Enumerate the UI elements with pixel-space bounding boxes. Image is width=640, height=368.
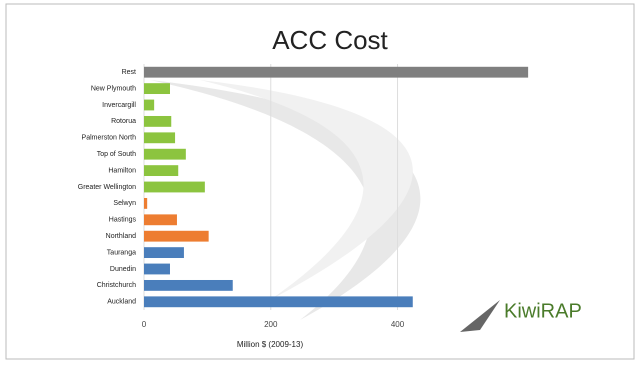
y-tick-label: Dunedin bbox=[110, 266, 136, 273]
y-tick-label: Rotorua bbox=[111, 118, 136, 125]
y-tick-label: Northland bbox=[106, 233, 136, 240]
bar bbox=[144, 279, 233, 291]
y-tick-label: Invercargill bbox=[102, 102, 136, 109]
bar bbox=[144, 230, 209, 242]
bar bbox=[144, 247, 184, 259]
y-tick-label: Auckland bbox=[107, 299, 136, 306]
chart-title: ACC Cost bbox=[272, 25, 388, 55]
bar bbox=[144, 165, 179, 177]
y-tick-label: New Plymouth bbox=[91, 85, 136, 92]
logo: KiwiRAP bbox=[460, 300, 582, 332]
bar bbox=[144, 263, 170, 275]
bar bbox=[144, 66, 529, 78]
x-tick-label: 0 bbox=[142, 320, 147, 329]
y-tick-label: Greater Wellington bbox=[78, 184, 136, 191]
bar bbox=[144, 132, 176, 144]
bar bbox=[144, 197, 148, 209]
bar bbox=[144, 99, 155, 111]
y-tick-label: Top of South bbox=[97, 151, 136, 158]
x-tick-label: 200 bbox=[264, 320, 278, 329]
bar bbox=[144, 148, 186, 160]
y-tick-label: Hamilton bbox=[108, 167, 136, 174]
y-tick-label: Tauranga bbox=[107, 249, 136, 256]
x-tick-label: 400 bbox=[391, 320, 405, 329]
bar bbox=[144, 83, 170, 95]
logo-text: KiwiRAP bbox=[504, 300, 582, 322]
y-tick-label: Hastings bbox=[109, 217, 137, 224]
logo-mark bbox=[460, 300, 500, 332]
bar bbox=[144, 115, 172, 127]
x-axis-title: Million $ (2009-13) bbox=[237, 340, 304, 349]
road-graphic bbox=[150, 80, 421, 320]
bar bbox=[144, 296, 413, 308]
bar bbox=[144, 181, 205, 193]
y-tick-label: Selwyn bbox=[113, 200, 136, 207]
y-tick-label: Rest bbox=[122, 69, 136, 76]
y-tick-label: Christchurch bbox=[97, 282, 136, 289]
bar bbox=[144, 214, 177, 226]
y-tick-label: Palmerston North bbox=[82, 135, 137, 142]
